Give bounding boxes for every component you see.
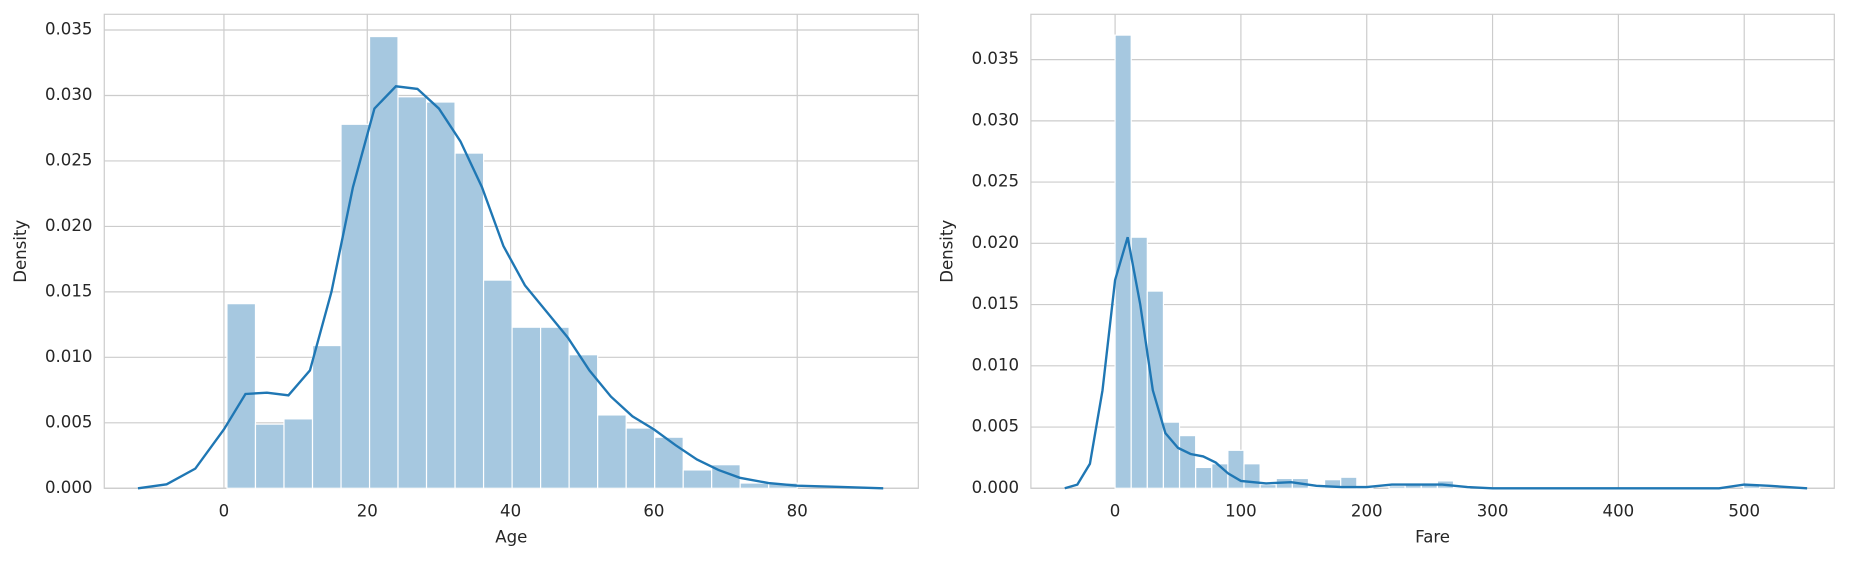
bar — [625, 427, 656, 489]
y-tick-label: 0.030 — [972, 110, 1019, 129]
bar — [682, 469, 713, 489]
y-tick-label: 0.010 — [972, 355, 1019, 374]
x-tick-label: 0 — [219, 501, 230, 520]
bar — [1146, 290, 1165, 489]
bar — [739, 482, 770, 489]
bar — [1227, 449, 1245, 489]
plot-area — [1030, 13, 1835, 489]
bar — [482, 279, 513, 489]
y-tick-label: 0.025 — [45, 150, 92, 169]
bar — [340, 123, 371, 489]
bar — [568, 354, 599, 489]
y-tick-label: 0.015 — [972, 294, 1019, 313]
bar — [254, 423, 285, 489]
y-tick-label: 0.030 — [45, 85, 92, 104]
kde-line — [1064, 236, 1808, 490]
y-tick-label: 0.020 — [45, 216, 92, 235]
bar — [1243, 463, 1261, 489]
bar — [654, 436, 684, 489]
bar — [511, 326, 542, 489]
y-tick-label: 0.015 — [45, 281, 92, 300]
x-tick-label: 20 — [357, 501, 378, 520]
bar — [1114, 34, 1132, 489]
bar — [1340, 476, 1358, 489]
y-tick-label: 0.025 — [972, 172, 1019, 191]
y-tick-label: 0.020 — [972, 233, 1019, 252]
x-axis-label: Fare — [1415, 528, 1450, 547]
bar — [311, 344, 342, 489]
x-tick-label: 40 — [500, 501, 521, 520]
x-tick-label: 500 — [1728, 501, 1760, 520]
x-tick-label: 300 — [1477, 501, 1509, 520]
bar — [425, 101, 456, 489]
x-axis-label: Age — [495, 528, 527, 547]
x-tick-label: 100 — [1225, 501, 1257, 520]
kde-line — [137, 85, 884, 490]
y-axis-label: Density — [11, 220, 30, 283]
x-tick-label: 0 — [1110, 501, 1121, 520]
bar — [454, 152, 485, 489]
x-tick-label: 400 — [1603, 501, 1635, 520]
bar — [1388, 485, 1406, 489]
bar — [1195, 466, 1213, 489]
bar — [368, 35, 399, 489]
bar — [397, 96, 428, 489]
bar — [540, 326, 570, 489]
bar — [283, 418, 314, 489]
y-axis-label: Density — [937, 220, 956, 283]
x-tick-label: 200 — [1351, 501, 1383, 520]
x-tick-label: 60 — [643, 501, 664, 520]
y-tick-label: 0.035 — [45, 20, 92, 39]
bar — [1259, 484, 1277, 489]
y-tick-label: 0.005 — [972, 417, 1019, 436]
y-tick-label: 0.010 — [45, 347, 92, 366]
bar — [1178, 435, 1197, 489]
bar — [597, 414, 627, 489]
y-tick-label: 0.035 — [972, 49, 1019, 68]
x-tick-label: 80 — [787, 501, 808, 520]
y-tick-label: 0.005 — [45, 412, 92, 431]
y-tick-label: 0.000 — [972, 478, 1019, 497]
y-tick-label: 0.000 — [45, 478, 92, 497]
bar — [226, 303, 257, 489]
